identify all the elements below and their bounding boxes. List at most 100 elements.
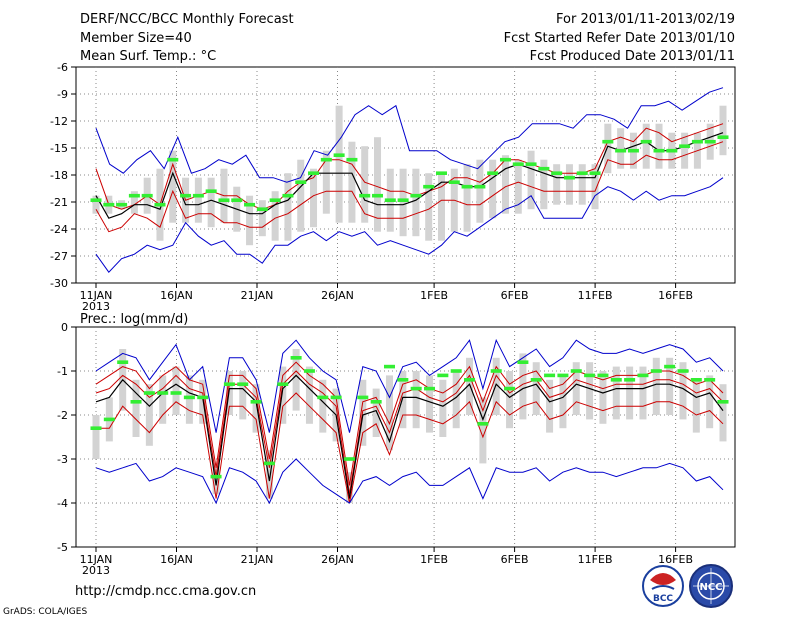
median-marker bbox=[308, 171, 320, 175]
spread-box bbox=[565, 164, 573, 205]
median-marker bbox=[143, 391, 155, 395]
median-marker bbox=[346, 157, 358, 162]
x-tick-label: 11JAN bbox=[80, 289, 113, 302]
y-tick-label: -24 bbox=[50, 223, 68, 236]
ncc-logo: NCC bbox=[689, 564, 733, 608]
median-marker bbox=[290, 356, 302, 360]
prec-variable-label: Prec.: log(mm/d) bbox=[80, 312, 188, 327]
spread-box bbox=[239, 371, 247, 420]
median-marker bbox=[244, 202, 256, 207]
median-marker bbox=[602, 139, 614, 144]
median-marker bbox=[397, 198, 409, 202]
series-line-lower bbox=[95, 141, 724, 233]
x-tick-label: 26JAN bbox=[321, 289, 354, 302]
x-tick-label: 26JAN bbox=[321, 553, 354, 566]
x-year-label: 2013 bbox=[82, 564, 110, 577]
median-marker bbox=[653, 148, 665, 153]
spread-box bbox=[145, 384, 153, 446]
spread-box bbox=[305, 366, 313, 424]
spread-box bbox=[92, 195, 100, 214]
median-marker bbox=[90, 198, 102, 202]
grads-credit: GrADS: COLA/IGES bbox=[3, 607, 87, 617]
spread-box bbox=[372, 388, 380, 437]
median-marker bbox=[563, 175, 575, 180]
median-marker bbox=[141, 193, 153, 198]
median-marker bbox=[627, 148, 639, 153]
series-line-spread_upper bbox=[95, 361, 724, 486]
x-tick-label: 16FEB bbox=[658, 289, 693, 302]
bcc-logo: BCC bbox=[642, 565, 684, 607]
x-tick-label: 16FEB bbox=[658, 553, 693, 566]
x-tick-label: 16JAN bbox=[160, 553, 193, 566]
spread-box bbox=[652, 357, 660, 415]
median-marker bbox=[383, 364, 395, 369]
spread-box bbox=[399, 371, 407, 429]
spread-box bbox=[399, 168, 407, 237]
median-marker bbox=[461, 184, 473, 189]
spread-box bbox=[612, 366, 620, 420]
x-tick-label: 16JAN bbox=[160, 289, 193, 302]
median-marker bbox=[370, 400, 382, 404]
median-marker bbox=[538, 166, 550, 171]
median-marker bbox=[250, 400, 262, 404]
spread-box bbox=[666, 357, 674, 415]
precipitation-panel: 0 -1 -2 -3 -4 -5 11JAN 16JAN 21JAN 26JAN 1FEB 6FEB 1… bbox=[57, 321, 736, 577]
median-marker bbox=[597, 373, 609, 378]
spread-box bbox=[310, 168, 318, 228]
spread-box bbox=[130, 191, 138, 214]
median-marker bbox=[359, 193, 371, 198]
spread-box bbox=[572, 362, 580, 415]
spread-box bbox=[207, 177, 215, 228]
spread-box bbox=[719, 384, 727, 442]
spread-box bbox=[225, 371, 233, 415]
median-marker bbox=[487, 171, 499, 175]
series-line-min bbox=[95, 458, 724, 505]
median-marker bbox=[704, 378, 716, 382]
median-marker bbox=[277, 382, 289, 386]
median-marker bbox=[570, 369, 582, 373]
forecast-produced-date: Fcst Produced Date 2013/01/11 bbox=[530, 49, 735, 64]
median-marker bbox=[691, 139, 703, 144]
median-marker bbox=[303, 369, 315, 373]
series-line-max bbox=[95, 87, 724, 183]
median-marker bbox=[117, 360, 129, 364]
median-marker bbox=[210, 474, 222, 479]
median-marker bbox=[650, 369, 662, 373]
median-marker bbox=[154, 202, 166, 207]
median-marker bbox=[504, 386, 516, 391]
y-tick-label: -1 bbox=[57, 365, 68, 378]
median-marker bbox=[333, 153, 345, 157]
median-marker bbox=[330, 395, 342, 400]
ncc-logo-text: NCC bbox=[699, 582, 722, 593]
spread-box bbox=[279, 366, 287, 424]
spread-box bbox=[172, 366, 180, 415]
y-tick-label: -12 bbox=[50, 115, 68, 128]
median-marker bbox=[218, 198, 230, 202]
series-line-max bbox=[95, 338, 724, 433]
median-marker bbox=[130, 400, 142, 404]
median-marker bbox=[690, 378, 702, 382]
spread-box bbox=[578, 164, 586, 205]
spread-box bbox=[437, 173, 445, 241]
y-tick-label: 0 bbox=[61, 321, 68, 334]
spread-box bbox=[246, 195, 254, 246]
median-marker bbox=[704, 139, 716, 144]
temp-variable-label: Mean Surf. Temp.: °C bbox=[80, 49, 216, 64]
y-tick-label: -15 bbox=[50, 142, 68, 155]
median-marker bbox=[477, 422, 489, 426]
x-tick-label: 6FEB bbox=[501, 553, 529, 566]
spread-box bbox=[212, 463, 220, 495]
median-marker bbox=[435, 171, 447, 175]
spread-box bbox=[439, 379, 447, 437]
spread-box bbox=[492, 357, 500, 415]
median-marker bbox=[410, 386, 422, 391]
x-tick-label: 6FEB bbox=[501, 289, 529, 302]
spread-box bbox=[617, 128, 625, 169]
median-marker bbox=[167, 157, 179, 162]
spread-box bbox=[604, 123, 612, 174]
median-marker bbox=[640, 139, 652, 144]
median-marker bbox=[282, 193, 294, 198]
median-marker bbox=[530, 378, 542, 382]
median-marker bbox=[320, 157, 332, 162]
median-marker bbox=[197, 395, 209, 400]
